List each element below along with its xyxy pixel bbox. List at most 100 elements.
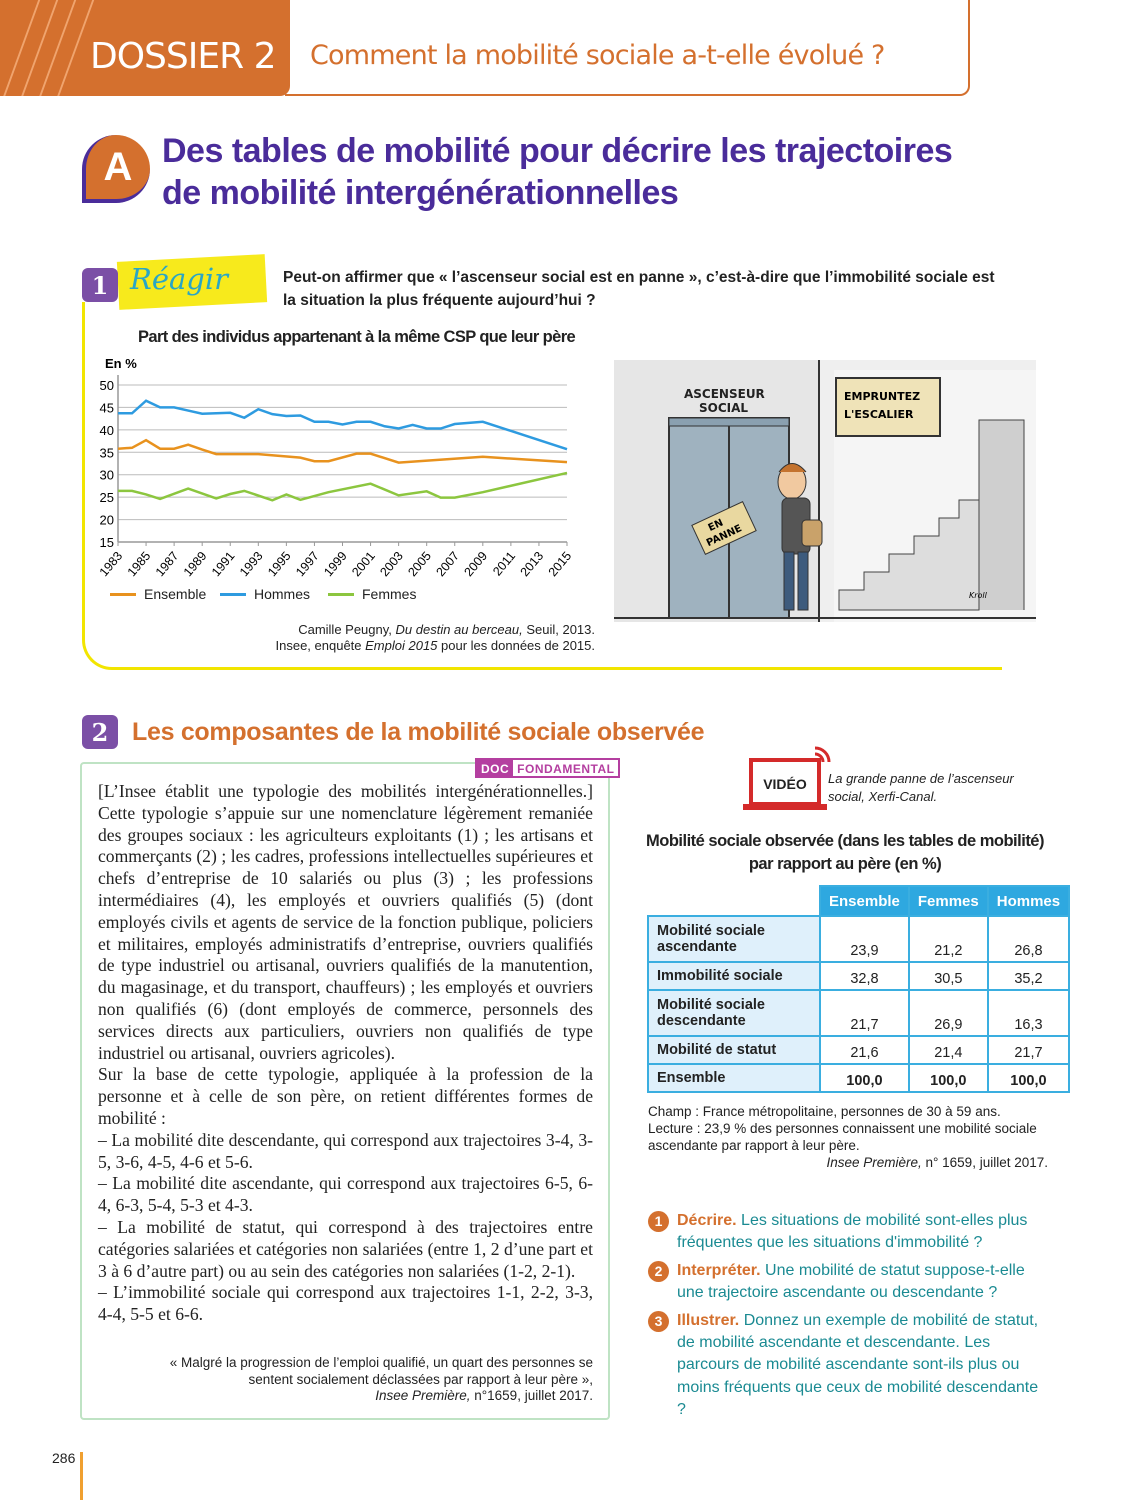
page-bar: [80, 1452, 83, 1500]
header-frame: [285, 0, 970, 96]
x-tick-label: 2015: [546, 549, 575, 579]
paragraph: – La mobilité dite descendante, qui corr…: [98, 1129, 593, 1172]
col-header: Hommes: [986, 885, 1071, 917]
cartoon-elevator-sign: ASCENSEUR: [684, 387, 765, 401]
paragraph: Sur la base de cette typologie, appliqué…: [98, 1064, 593, 1128]
y-tick-label: 40: [100, 423, 114, 438]
doc2-number-badge: 2: [82, 715, 118, 749]
table-header-row: Ensemble Femmes Hommes: [647, 885, 1071, 917]
cartoon-signature: Kroll: [969, 591, 988, 600]
paragraph: [L’Insee établit une typologie des mobil…: [98, 781, 593, 1063]
series-line-hommes: [118, 399, 568, 451]
section-title: Des tables de mobilité pour décrire les …: [162, 130, 953, 214]
y-tick-label: 20: [100, 513, 114, 528]
legend-ensemble: Ensemble: [110, 586, 206, 602]
legend-femmes: Femmes: [328, 586, 416, 602]
doc1-number-badge: 1: [82, 268, 118, 302]
paragraph: – La mobilité de statut, qui correspond …: [98, 1216, 593, 1281]
x-tick-label: 1999: [321, 549, 350, 579]
legend-swatch: [328, 592, 354, 596]
series-line-femmes: [118, 471, 568, 502]
table-row: Mobilité sociale descendante 21,7 26,9 16,3: [647, 989, 1071, 1037]
y-tick-label: 30: [100, 468, 114, 483]
cell: 100,0: [819, 1063, 910, 1093]
video-icon[interactable]: VIDÉO: [743, 744, 833, 814]
cell: 16,3: [986, 989, 1071, 1037]
legend-swatch: [220, 592, 246, 596]
table-title: Mobilité sociale observée (dans les tabl…: [646, 832, 1044, 873]
row-label: Mobilité sociale descendante: [647, 989, 821, 1037]
row-label: Mobilité sociale ascendante: [647, 915, 821, 963]
legend-swatch: [110, 592, 136, 596]
cartoon-illustration: ASCENSEUR SOCIAL EN PANNE EMPRUNTEZ L'ES…: [614, 360, 1036, 622]
chart-title: Part des individus appartenant à la même…: [138, 328, 576, 346]
video-label: VIDÉO: [763, 776, 807, 792]
doc2-quote: « Malgré la progression de l’emploi qual…: [169, 1355, 593, 1403]
cartoon-stairs-sign: EMPRUNTEZ: [844, 390, 920, 403]
table-row: Mobilité sociale ascendante 23,9 21,2 26,8: [647, 915, 1071, 963]
y-tick-label: 50: [100, 378, 114, 393]
doc2-title: Les composantes de la mobilité sociale o…: [132, 718, 705, 746]
cell: 21,7: [986, 1035, 1071, 1065]
legend-hommes: Hommes: [220, 586, 310, 602]
x-tick-label: 1993: [237, 549, 266, 579]
x-tick-label: 1989: [181, 549, 210, 579]
dossier-question: Comment la mobilité sociale a-t-elle évo…: [310, 40, 885, 71]
legend-label: Femmes: [362, 586, 417, 602]
table-row: Immobilité sociale 32,8 30,5 35,2: [647, 961, 1071, 991]
y-axis-label: En %: [105, 356, 137, 371]
x-tick-label: 1987: [153, 549, 182, 579]
x-tick-label: 2003: [377, 549, 406, 579]
row-label: Ensemble: [647, 1063, 821, 1093]
doc1-frame: [82, 302, 1002, 670]
x-tick-label: 2013: [518, 549, 547, 579]
doc-fondamental-badge: DOC FONDAMENTAL: [475, 758, 621, 778]
doc1-source: Camille Peugny, Du destin au berceau, Se…: [275, 622, 596, 653]
cell: 21,4: [907, 1035, 989, 1065]
col-header: Femmes: [907, 885, 989, 917]
table-lecture: Lecture : 23,9 % des personnes connaisse…: [648, 1121, 1037, 1153]
legend-label: Hommes: [254, 586, 311, 602]
paragraph: – L’immobilité sociale qui correspond au…: [98, 1282, 593, 1325]
x-tick-label: 2001: [349, 549, 378, 579]
badge-label: FONDAMENTAL: [517, 762, 615, 776]
y-tick-label: 35: [100, 445, 114, 460]
x-tick-label: 2011: [490, 549, 518, 579]
question-item: 1 Décrire. Les situations de mobilité son…: [648, 1210, 1048, 1255]
x-tick-label: 1983: [97, 549, 126, 579]
svg-text:L'ESCALIER: L'ESCALIER: [844, 408, 914, 421]
cell: 32,8: [819, 961, 910, 991]
cell: 21,6: [819, 1035, 910, 1065]
cell: 35,2: [986, 961, 1071, 991]
x-tick-label: 2009: [462, 549, 491, 579]
questions-list: 1 Décrire. Les situations de mobilité son…: [648, 1210, 1048, 1427]
y-tick-label: 15: [100, 535, 114, 550]
doc2-body: [L’Insee établit une typologie des mobil…: [98, 781, 593, 1326]
table-row: Mobilité de statut 21,6 21,4 21,7: [647, 1035, 1071, 1065]
cell: 26,9: [907, 989, 989, 1037]
section-title-line2: de mobilité intergénérationnelles: [162, 174, 679, 212]
paragraph: – La mobilité dite ascendante, qui corre…: [98, 1173, 593, 1216]
col-header: Ensemble: [819, 885, 910, 917]
legend-label: Ensemble: [144, 586, 207, 602]
x-tick-label: 1985: [125, 549, 154, 579]
table-notes: Champ : France métropolitaine, personnes…: [648, 1103, 1048, 1171]
doc2-frame: [80, 762, 610, 1420]
cell: 100,0: [907, 1063, 989, 1093]
cell: 100,0: [986, 1063, 1071, 1093]
x-tick-label: 1997: [293, 549, 322, 579]
question-item: 3 Illustrer. Donnez un exemple de mobilit…: [648, 1310, 1048, 1422]
question-item: 2 Interpréter. Une mobilité de statut sup…: [648, 1260, 1048, 1305]
x-tick-label: 2007: [433, 549, 462, 579]
cell: 21,7: [819, 989, 910, 1037]
video-caption[interactable]: La grande panne de l’ascenseur social, X…: [828, 771, 1014, 804]
line-chart: En % 15 20 25 30 35 40 45 50 1983 1985 1987 1989 1991…: [97, 356, 575, 579]
x-tick-label: 2005: [405, 549, 434, 579]
badge-doc: DOC: [477, 760, 514, 776]
series-line-ensemble: [117, 438, 568, 464]
page-number: 286: [52, 1450, 76, 1466]
cell: 21,2: [907, 915, 989, 963]
row-label: Immobilité sociale: [647, 961, 821, 991]
dossier-title: DOSSIER 2: [90, 36, 276, 77]
reagir-label: Réagir: [130, 262, 228, 296]
